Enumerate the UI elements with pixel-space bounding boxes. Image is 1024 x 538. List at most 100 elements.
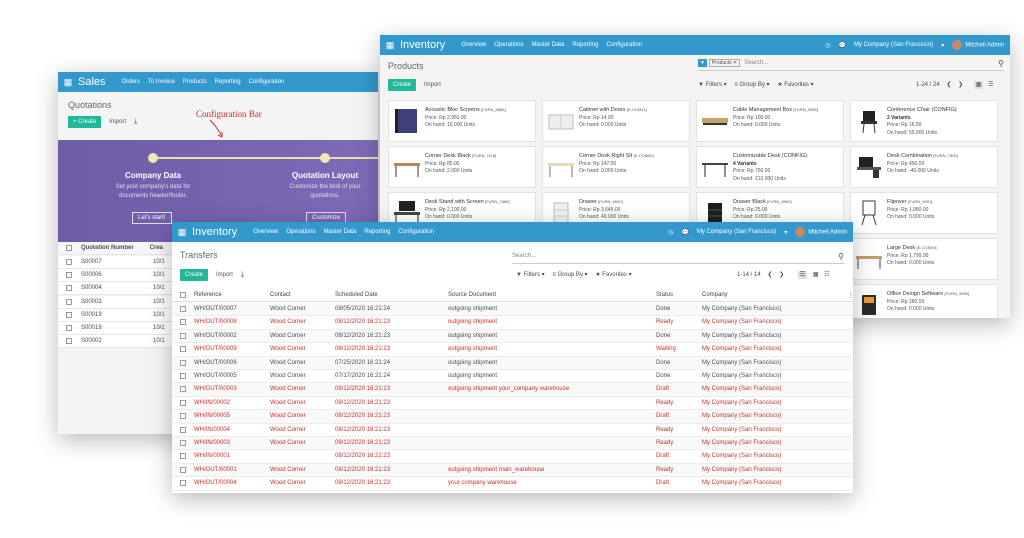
row-checkbox[interactable] bbox=[66, 338, 72, 345]
menu-orders[interactable]: Orders bbox=[121, 79, 140, 85]
menu-reporting[interactable]: Reporting bbox=[572, 42, 599, 48]
group-by-dropdown[interactable]: ≡ Group By ▾ bbox=[734, 82, 770, 88]
row-checkbox[interactable] bbox=[180, 480, 186, 487]
product-card[interactable]: Corner Desk Black [FURN_1118] Price: Rp 8… bbox=[388, 146, 536, 188]
row-checkbox[interactable] bbox=[66, 272, 72, 279]
prev-page-icon[interactable]: ❮ bbox=[767, 272, 773, 278]
calendar-view-icon[interactable]: ☷ bbox=[824, 272, 830, 278]
user-menu[interactable]: Mitchell Admin bbox=[952, 40, 1004, 50]
product-card[interactable]: Office Design Software [FURN_9999] Price:… bbox=[850, 284, 998, 318]
list-view-icon[interactable]: ☰ bbox=[988, 82, 994, 88]
column-quotation-number[interactable]: Quotation Number bbox=[81, 245, 134, 251]
product-card[interactable]: Desk Combination [FURN_7800] Price: Rp 45… bbox=[850, 146, 998, 188]
product-card[interactable]: Customizable Desk (CONFIG) 4 Variants Pri… bbox=[696, 146, 844, 188]
row-checkbox[interactable] bbox=[180, 413, 186, 420]
table-row[interactable]: WH/OUT/00007 Wood Corner 08/05/2020 16:21:… bbox=[172, 303, 853, 317]
menu-configuration[interactable]: Configuration bbox=[398, 229, 435, 235]
search-icon[interactable]: ⚲ bbox=[838, 252, 844, 261]
lets-start-button[interactable]: Let's start! bbox=[132, 212, 172, 224]
row-checkbox[interactable] bbox=[180, 440, 186, 447]
select-all-checkbox[interactable] bbox=[180, 292, 186, 299]
menu-operations[interactable]: Operations bbox=[494, 42, 524, 48]
row-checkbox[interactable] bbox=[180, 466, 186, 474]
row-checkbox[interactable] bbox=[180, 399, 186, 407]
row-checkbox[interactable] bbox=[180, 426, 186, 434]
list-view-icon[interactable]: ☰ bbox=[797, 271, 808, 279]
chat-icon[interactable]: 💬 bbox=[681, 229, 689, 236]
kanban-view-icon[interactable]: ▦ bbox=[973, 81, 984, 89]
search-bar[interactable]: ▼ Products ✕ Search... ⚲ bbox=[698, 59, 1004, 71]
row-checkbox[interactable] bbox=[66, 285, 72, 292]
pager-value[interactable]: 1-24 / 24 bbox=[916, 82, 940, 88]
import-button[interactable]: Import bbox=[109, 119, 127, 125]
product-card[interactable]: Acoustic Bloc Screens [FURN_6666] Price: … bbox=[388, 100, 536, 142]
menu-master-data[interactable]: Master Data bbox=[531, 42, 565, 48]
menu-products[interactable]: Products bbox=[182, 79, 207, 85]
row-checkbox[interactable] bbox=[180, 373, 186, 380]
row-checkbox[interactable] bbox=[66, 311, 72, 318]
group-by-dropdown[interactable]: ≡ Group By ▾ bbox=[552, 272, 588, 278]
product-card[interactable]: Large Desk [E-COM09] Price: Rp 1,799.00 On… bbox=[850, 238, 998, 280]
column-company[interactable]: Company bbox=[702, 292, 728, 298]
chat-icon[interactable]: 💬 bbox=[838, 42, 846, 49]
menu-overview[interactable]: Overview bbox=[253, 229, 279, 235]
apps-grid-icon[interactable]: ▦ bbox=[177, 226, 187, 237]
table-row[interactable]: WH/OUT/00005 Wood Corner 07/17/2020 16:21:… bbox=[172, 370, 853, 384]
row-checkbox[interactable] bbox=[180, 346, 186, 353]
product-card[interactable]: Cabinet with Doors [E-COM11] Price: Rp 14… bbox=[542, 100, 690, 142]
clock-icon[interactable]: ◷ bbox=[825, 42, 831, 49]
row-checkbox[interactable] bbox=[66, 259, 72, 265]
table-row[interactable]: WH/OUT/00003 Wood Corner 08/12/2020 16:21:… bbox=[172, 383, 853, 397]
table-row[interactable]: WH/OUT/00006 Wood Corner 07/25/2020 16:21:… bbox=[172, 356, 853, 370]
row-checkbox[interactable] bbox=[180, 332, 186, 340]
prev-page-icon[interactable]: ❮ bbox=[946, 82, 952, 88]
search-icon[interactable]: ⚲ bbox=[998, 59, 1004, 68]
pager-value[interactable]: 1-14 / 14 bbox=[737, 272, 761, 278]
optional-columns-icon[interactable]: ⋮ bbox=[848, 293, 853, 299]
column-source-document[interactable]: Source Document bbox=[448, 292, 497, 298]
row-checkbox[interactable] bbox=[180, 319, 186, 326]
column-creation-date[interactable]: Crea bbox=[149, 245, 164, 251]
filters-dropdown[interactable]: ▼ Filters ▾ bbox=[516, 272, 545, 278]
table-row[interactable]: WH/OUT/00002 Wood Corner 08/12/2020 16:21:… bbox=[172, 329, 853, 344]
clock-icon[interactable]: ◷ bbox=[668, 229, 674, 236]
column-status[interactable]: Status bbox=[656, 292, 674, 298]
product-card[interactable]: Flipover [FURN_9001] Price: Rp 1,950.00 On… bbox=[850, 192, 998, 234]
search-facet[interactable]: Products ✕ bbox=[708, 59, 741, 67]
import-button[interactable]: Import bbox=[423, 82, 441, 88]
menu-reporting[interactable]: Reporting bbox=[364, 229, 391, 235]
next-page-icon[interactable]: ❯ bbox=[958, 82, 964, 88]
table-row[interactable]: WH/IN/00004 Wood Corner 08/12/2020 16:21:2… bbox=[172, 424, 853, 437]
search-input[interactable]: Search... bbox=[512, 253, 537, 259]
table-row[interactable]: WH/IN/00001 08/12/2020 16:21:23 Draft My Co… bbox=[172, 450, 853, 464]
favorites-dropdown[interactable]: ★ Favorites ▾ bbox=[595, 272, 632, 278]
column-scheduled-date[interactable]: Scheduled Date bbox=[335, 292, 378, 298]
row-checkbox[interactable] bbox=[66, 298, 72, 305]
download-icon[interactable]: ⤓ bbox=[240, 271, 245, 278]
filters-dropdown[interactable]: ▼ Filters ▾ bbox=[698, 82, 727, 88]
menu-configuration[interactable]: Configuration bbox=[248, 79, 285, 85]
column-contact[interactable]: Contact bbox=[270, 292, 291, 298]
kanban-view-icon[interactable]: ▦ bbox=[812, 272, 819, 278]
table-row[interactable]: WH/OUT/00009 Wood Corner 08/12/2020 16:21:… bbox=[172, 343, 853, 357]
table-row[interactable]: WH/OUT/00008 Wood Corner 08/12/2020 16:21:… bbox=[172, 316, 853, 330]
table-row[interactable]: WH/OUT/00001 Wood Corner 08/12/2020 16:21:… bbox=[172, 463, 853, 478]
apps-grid-icon[interactable]: ▦ bbox=[385, 39, 395, 50]
create-button[interactable]: Create bbox=[180, 269, 209, 281]
menu-overview[interactable]: Overview bbox=[461, 42, 487, 48]
company-switcher[interactable]: My Company (San Francisco) bbox=[853, 42, 934, 48]
table-row[interactable]: WH/IN/00003 Wood Corner 08/12/2020 16:21:2… bbox=[172, 437, 853, 451]
menu-configuration[interactable]: Configuration bbox=[606, 42, 643, 48]
product-card[interactable]: Conference Chair (CONFIG) 2 Variants Pric… bbox=[850, 100, 998, 142]
menu-to-invoice[interactable]: To Invoice bbox=[147, 79, 175, 85]
user-menu[interactable]: Mitchell Admin bbox=[795, 227, 847, 237]
next-page-icon[interactable]: ❯ bbox=[779, 272, 785, 278]
table-row[interactable]: WH/OUT/00004 Wood Corner 08/12/2020 16:21:… bbox=[172, 477, 853, 491]
select-all-checkbox[interactable] bbox=[66, 245, 72, 251]
close-icon[interactable]: ✕ bbox=[733, 60, 738, 66]
product-card[interactable]: Corner Desk Right Sit [E-COM06] Price: Rp… bbox=[542, 146, 690, 188]
row-checkbox[interactable] bbox=[180, 453, 186, 460]
company-switcher[interactable]: My Company (San Francisco) bbox=[696, 229, 777, 235]
favorites-dropdown[interactable]: ★ Favorites ▾ bbox=[777, 82, 814, 88]
create-button[interactable]: Create bbox=[388, 79, 417, 91]
